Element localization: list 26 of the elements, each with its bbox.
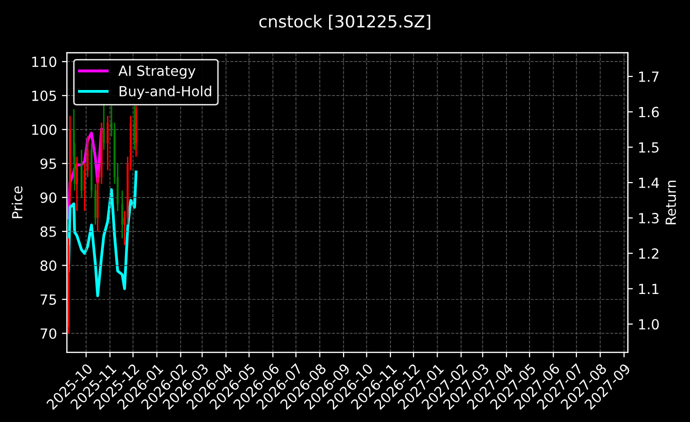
y2-tick-label: 1.4 — [639, 178, 659, 188]
y-tick-label: 90 — [40, 192, 56, 203]
y-tick-label: 80 — [40, 260, 56, 271]
y2-axis-title: Return — [666, 180, 676, 224]
candlestick — [106, 115, 109, 171]
y-tick-label: 70 — [40, 328, 56, 339]
legend-label: AI Strategy — [118, 65, 196, 79]
chart-title: cnstock [301225.SZ] — [259, 14, 430, 30]
line-series — [67, 170, 138, 298]
y-tick-label: 110 — [32, 56, 56, 68]
candlestick — [76, 156, 78, 212]
candlestick — [121, 190, 124, 239]
y2-tick-label: 1.1 — [639, 284, 658, 294]
legend-label: Buy-and-Hold — [120, 86, 212, 100]
y2-tick-label: 1.3 — [639, 212, 659, 224]
y-tick-label: 75 — [40, 294, 56, 305]
y2-tick-label: 1.5 — [639, 142, 658, 153]
y-tick-label: 95 — [40, 158, 56, 169]
y-tick-label: 85 — [40, 226, 56, 237]
y2-tick-label: 1.0 — [639, 319, 659, 330]
y-axis-title: Price — [12, 186, 22, 218]
y2-tick-label: 1.2 — [639, 248, 658, 259]
y2-tick-label: 1.7 — [639, 72, 659, 82]
y-tick-label: 105 — [32, 90, 56, 102]
y-tick-label: 100 — [32, 124, 56, 135]
y2-tick-label: 1.6 — [639, 106, 659, 118]
